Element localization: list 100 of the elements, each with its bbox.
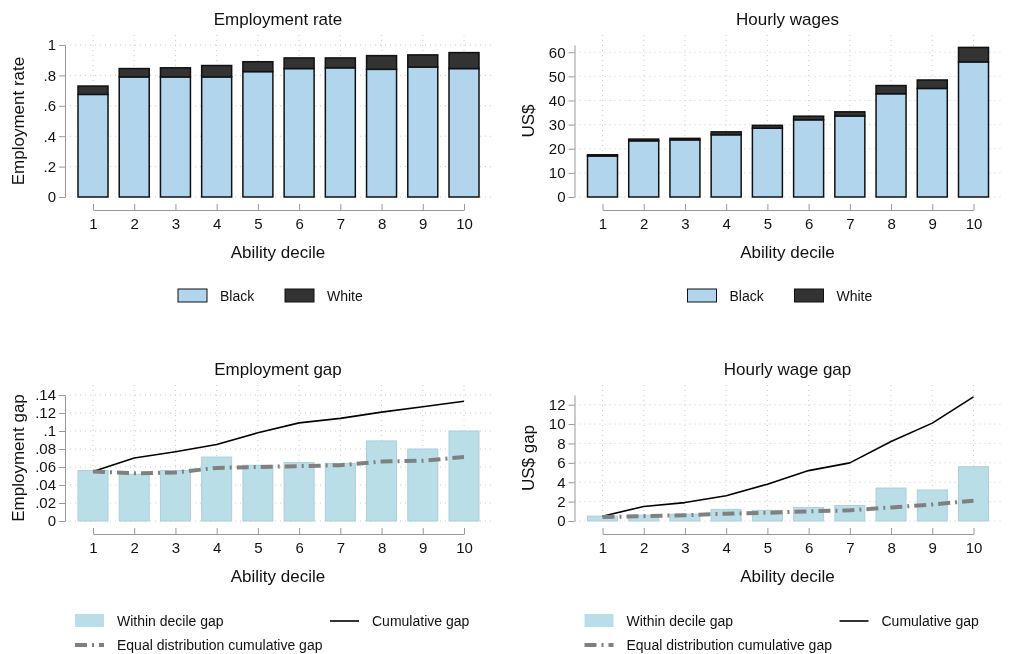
y-tick-label: 8 [557,434,566,452]
x-tick-label: 3 [171,538,181,556]
y-tick-label: .12 [35,404,56,422]
y-tick-label: .1 [43,422,56,440]
x-tick-label: 2 [130,214,139,232]
bar [324,462,356,522]
y-tick-label: .04 [35,476,56,494]
x-tick-label: 5 [254,214,263,232]
bar [242,464,274,522]
x-tick-label: 6 [804,538,814,556]
x-tick-label: 10 [965,538,983,556]
y-tick-label: 6 [557,454,566,472]
x-tick-label: 8 [887,214,896,232]
legend-label: Cumulative gap [881,613,979,629]
y-axis-title: Employment gap [9,394,28,522]
x-tick-label: 1 [89,538,98,556]
x-tick-label: 2 [640,538,649,556]
x-tick-label: 2 [640,214,649,232]
x-axis-title: Ability decile [230,243,326,262]
x-tick-label: 8 [377,538,387,556]
x-tick-label: 8 [377,214,387,232]
y-tick-label: .08 [35,440,56,458]
y-tick-label: .8 [43,66,56,84]
chart-title: Employment gap [214,360,342,379]
y-tick-label: 10 [548,164,566,182]
y-tick-label: .6 [43,97,56,115]
x-tick-label: 6 [295,214,304,232]
y-tick-label: 4 [557,473,566,491]
y-tick-label: .2 [43,157,56,175]
y-tick-label: .14 [35,386,56,404]
x-tick-label: 3 [681,538,690,556]
bar [77,470,109,522]
bar [201,456,233,522]
bar [916,489,948,522]
x-tick-label: 7 [336,214,346,232]
y-tick-label: 0 [47,188,56,206]
y-axis-title: Employment rate [9,56,28,186]
x-tick-label: 6 [804,214,814,232]
bar [710,134,742,198]
y-tick-label: 0 [557,188,566,206]
x-tick-label: 6 [295,538,304,556]
x-tick-label: 2 [130,538,139,556]
y-tick-label: 40 [548,91,566,109]
line-series [91,455,466,476]
legend-label: Within decile gap [117,613,224,629]
x-tick-label: 4 [212,214,222,232]
bar [283,462,315,522]
y-tick-label: 2 [557,492,566,510]
legend-label: Equal distribution cumulative gap [117,637,323,653]
y-tick-label: 60 [548,43,566,61]
x-tick-label: 9 [419,214,428,232]
line-series [600,498,976,520]
bar [751,127,784,198]
x-axis-title: Ability decile [740,567,835,586]
x-tick-label: 9 [928,214,937,232]
y-tick-label: .4 [43,127,56,145]
y-axis-title: US$ [518,103,538,138]
bar [834,115,866,198]
x-tick-label: 3 [681,214,690,232]
y-tick-label: .02 [35,494,56,512]
legend-label: Within decile gap [626,613,734,629]
bar [669,139,701,198]
y-tick-label: 10 [548,415,566,433]
x-tick-label: 5 [763,214,773,232]
y-axis-title: US$ gap [518,424,538,492]
x-tick-label: 7 [846,538,855,556]
bar [875,487,907,522]
x-tick-label: 9 [928,538,937,556]
x-axis-title: Ability decile [230,567,326,586]
chart-title: Employment rate [213,10,343,29]
bar [366,440,398,522]
legend-label: White [836,288,873,304]
x-tick-label: 5 [254,538,263,556]
bar [407,448,439,522]
legend-label: Black [729,288,765,304]
legend-label: Cumulative gap [372,613,470,629]
x-tick-label: 3 [171,214,181,232]
x-tick-label: 4 [722,214,731,232]
y-tick-label: 30 [548,115,566,133]
bar [448,430,480,522]
x-tick-label: 10 [456,214,473,232]
y-tick-label: 0 [557,512,566,530]
y-tick-label: 0 [47,512,56,530]
x-tick-label: 1 [598,214,608,232]
bar [627,140,660,198]
x-tick-label: 9 [419,538,428,556]
y-tick-label: 20 [548,140,566,158]
bar [792,119,825,198]
chart-title: Hourly wages [736,10,839,29]
y-tick-label: 50 [548,67,566,85]
legend-label: Black [220,288,256,304]
bar [586,155,619,198]
x-tick-label: 4 [722,538,731,556]
bar [118,473,150,522]
x-tick-label: 10 [965,214,983,232]
x-axis-title: Ability decile [740,243,835,262]
x-tick-label: 4 [212,538,222,556]
x-tick-label: 7 [846,214,855,232]
y-tick-label: 1 [47,36,56,54]
legend-label: Equal distribution cumulative gap [626,637,833,653]
